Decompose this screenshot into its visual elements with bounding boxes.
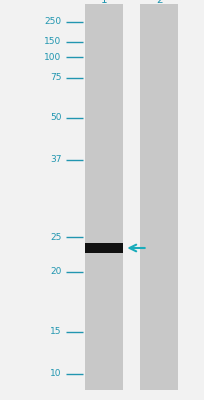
Bar: [85, 243, 122, 253]
Bar: [85, 4, 122, 390]
Text: 20: 20: [50, 268, 61, 276]
Text: 15: 15: [50, 328, 61, 336]
Text: 50: 50: [50, 114, 61, 122]
Text: 75: 75: [50, 74, 61, 82]
Text: 150: 150: [44, 38, 61, 46]
Text: 37: 37: [50, 156, 61, 164]
Text: 1: 1: [100, 0, 107, 5]
Text: 100: 100: [44, 52, 61, 62]
Text: 2: 2: [155, 0, 162, 5]
Text: 25: 25: [50, 232, 61, 242]
Text: 250: 250: [44, 18, 61, 26]
Bar: [140, 4, 177, 390]
Text: 10: 10: [50, 370, 61, 378]
